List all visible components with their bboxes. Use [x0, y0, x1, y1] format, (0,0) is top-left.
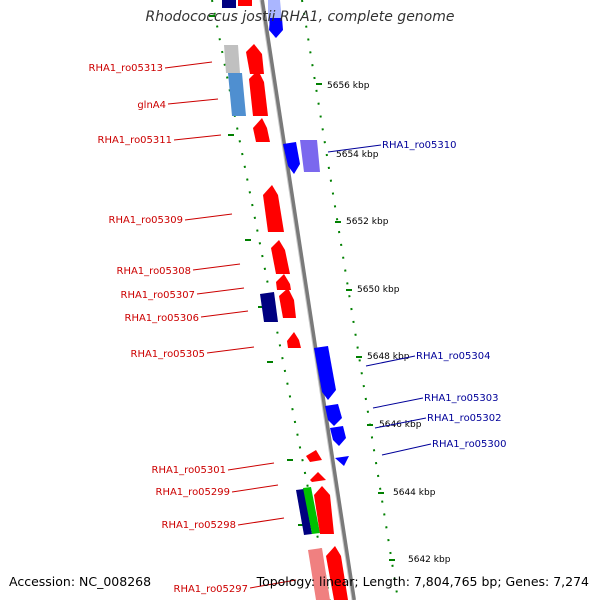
gene-label-ro05299[interactable]: RHA1_ro05299: [156, 487, 231, 498]
gene-partial-navy[interactable]: [222, 0, 236, 8]
gene-glyph-ro05303[interactable]: [325, 404, 342, 426]
scale-label: 5652 kbp: [346, 217, 389, 227]
scale-labels: 5656 kbp 5654 kbp 5652 kbp 5650 kbp 5648…: [327, 81, 451, 565]
gene-label-ro05303[interactable]: RHA1_ro05303: [424, 393, 499, 404]
gene-glyph-ro05310-purple[interactable]: [300, 140, 320, 172]
gene-glyph-ro05300[interactable]: [335, 456, 349, 466]
gene-glyph-ro05301[interactable]: [306, 450, 322, 462]
leader-lines-reverse: [327, 144, 432, 456]
gene-label-ro05310[interactable]: RHA1_ro05310: [382, 140, 457, 151]
gene-glyph-ro05309[interactable]: [263, 185, 284, 232]
scale-label: 5648 kbp: [367, 352, 410, 362]
gene-glyph-ro05298[interactable]: [314, 486, 334, 534]
gene-label-ro05300[interactable]: RHA1_ro05300: [432, 439, 507, 450]
gene-glyph-ro05306-navy[interactable]: [260, 292, 278, 322]
gene-glyph-ro05305[interactable]: [287, 332, 301, 348]
forward-gene-labels: RHA1_ro05313 glnA4 RHA1_ro05311 RHA1_ro0…: [89, 63, 249, 595]
gene-label-ro05298[interactable]: RHA1_ro05298: [162, 520, 237, 531]
scale-label: 5644 kbp: [393, 488, 436, 498]
gene-label-ro05302[interactable]: RHA1_ro05302: [427, 413, 502, 424]
genome-backbone-highlight: [259, 0, 353, 600]
genome-backbone: [260, 0, 356, 600]
gene-label-ro05311[interactable]: RHA1_ro05311: [98, 135, 173, 146]
gene-label-ro05307[interactable]: RHA1_ro05307: [121, 290, 196, 301]
gene-glyph-ro05298-navy[interactable]: [296, 489, 312, 535]
gene-glyph-ro05306[interactable]: [279, 288, 296, 318]
gene-glyph-ro05308[interactable]: [271, 240, 290, 274]
leader-lines-forward: [164, 61, 297, 589]
reverse-gene-labels: RHA1_ro05310 RHA1_ro05304 RHA1_ro05303 R…: [382, 140, 507, 450]
scale-label: 5654 kbp: [336, 150, 379, 160]
gene-glyph-glnA4[interactable]: [249, 70, 268, 116]
gene-glyph-ro05297-pink[interactable]: [308, 548, 330, 600]
gene-label-ro05306[interactable]: RHA1_ro05306: [125, 313, 200, 324]
gene-glyph-ro05307[interactable]: [276, 274, 291, 290]
gene-glyph-ro05313-grey[interactable]: [224, 45, 240, 73]
forward-gene-glyphs: [224, 44, 348, 600]
genome-summary-text: Topology: linear; Length: 7,804,765 bp; …: [256, 574, 589, 589]
gene-label-glnA4[interactable]: glnA4: [137, 100, 166, 111]
gene-label-ro05309[interactable]: RHA1_ro05309: [109, 215, 184, 226]
gene-glyph-ro05302[interactable]: [330, 426, 346, 446]
gene-label-ro05305[interactable]: RHA1_ro05305: [131, 349, 206, 360]
gene-glyph-ro05311[interactable]: [253, 118, 270, 142]
gene-glyph-ro05298-green[interactable]: [303, 487, 320, 534]
gene-glyph-ro05313[interactable]: [246, 44, 264, 74]
accession-text: Accession: NC_008268: [9, 574, 152, 589]
gene-label-ro05297[interactable]: RHA1_ro05297: [174, 584, 249, 595]
reverse-gene-glyphs: [283, 140, 349, 466]
gene-glyph-ro05297[interactable]: [326, 546, 348, 600]
gene-label-ro05308[interactable]: RHA1_ro05308: [117, 266, 192, 277]
scale-label: 5642 kbp: [408, 555, 451, 565]
gene-glyph-ro05310[interactable]: [283, 142, 300, 174]
gene-glyph-ro05304[interactable]: [314, 346, 336, 400]
gene-glyph-ro05299[interactable]: [310, 472, 326, 482]
gene-label-ro05301[interactable]: RHA1_ro05301: [152, 465, 227, 476]
gene-label-ro05304[interactable]: RHA1_ro05304: [416, 351, 491, 362]
gene-glyph-glnA4-blue[interactable]: [228, 73, 246, 116]
scale-label: 5656 kbp: [327, 81, 370, 91]
map-title: Rhodococcus jostii RHA1, complete genome: [145, 9, 455, 25]
scale-label: 5650 kbp: [357, 285, 400, 295]
gene-label-ro05313[interactable]: RHA1_ro05313: [89, 63, 164, 74]
gene-partial-red-top[interactable]: [238, 0, 252, 6]
gene-partial-blue[interactable]: [269, 18, 283, 38]
scale-label: 5646 kbp: [379, 420, 422, 430]
